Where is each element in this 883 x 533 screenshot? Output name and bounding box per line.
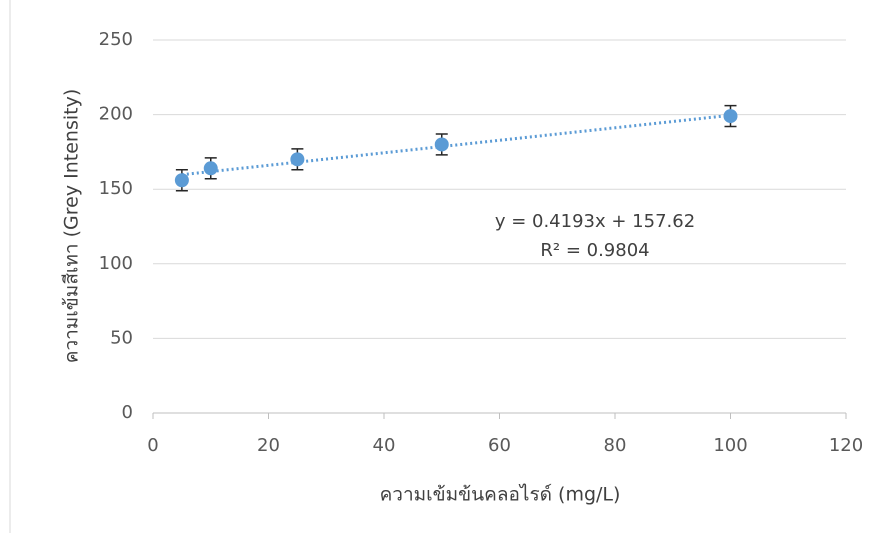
x-tick-label: 20: [257, 435, 280, 456]
trend-equation: y = 0.4193x + 157.62: [495, 211, 695, 232]
x-tick-label: 60: [488, 435, 511, 456]
y-tick-label: 250: [99, 29, 133, 50]
y-tick-label: 0: [122, 402, 133, 423]
r-squared: R² = 0.9804: [540, 240, 649, 261]
y-tick-label: 50: [110, 327, 133, 348]
x-axis-title: ความเข้มข้นคลอไรด์ (mg/L): [380, 484, 621, 506]
x-tick-label: 80: [604, 435, 627, 456]
x-tick-label: 100: [713, 435, 747, 456]
data-point: [434, 137, 449, 152]
x-tick-label: 0: [147, 435, 158, 456]
trendline: [181, 113, 731, 177]
x-tick-label: 40: [373, 435, 396, 456]
x-tick-label: 120: [829, 435, 863, 456]
data-point: [203, 161, 218, 176]
y-tick-label: 150: [99, 178, 133, 199]
data-point: [174, 173, 189, 188]
y-tick-label: 200: [99, 104, 133, 125]
y-tick-label: 100: [99, 253, 133, 274]
y-axis-title: ความเข้มสีเทา (Grey Intensity): [61, 89, 83, 364]
data-point: [723, 109, 738, 124]
data-point: [290, 152, 305, 167]
